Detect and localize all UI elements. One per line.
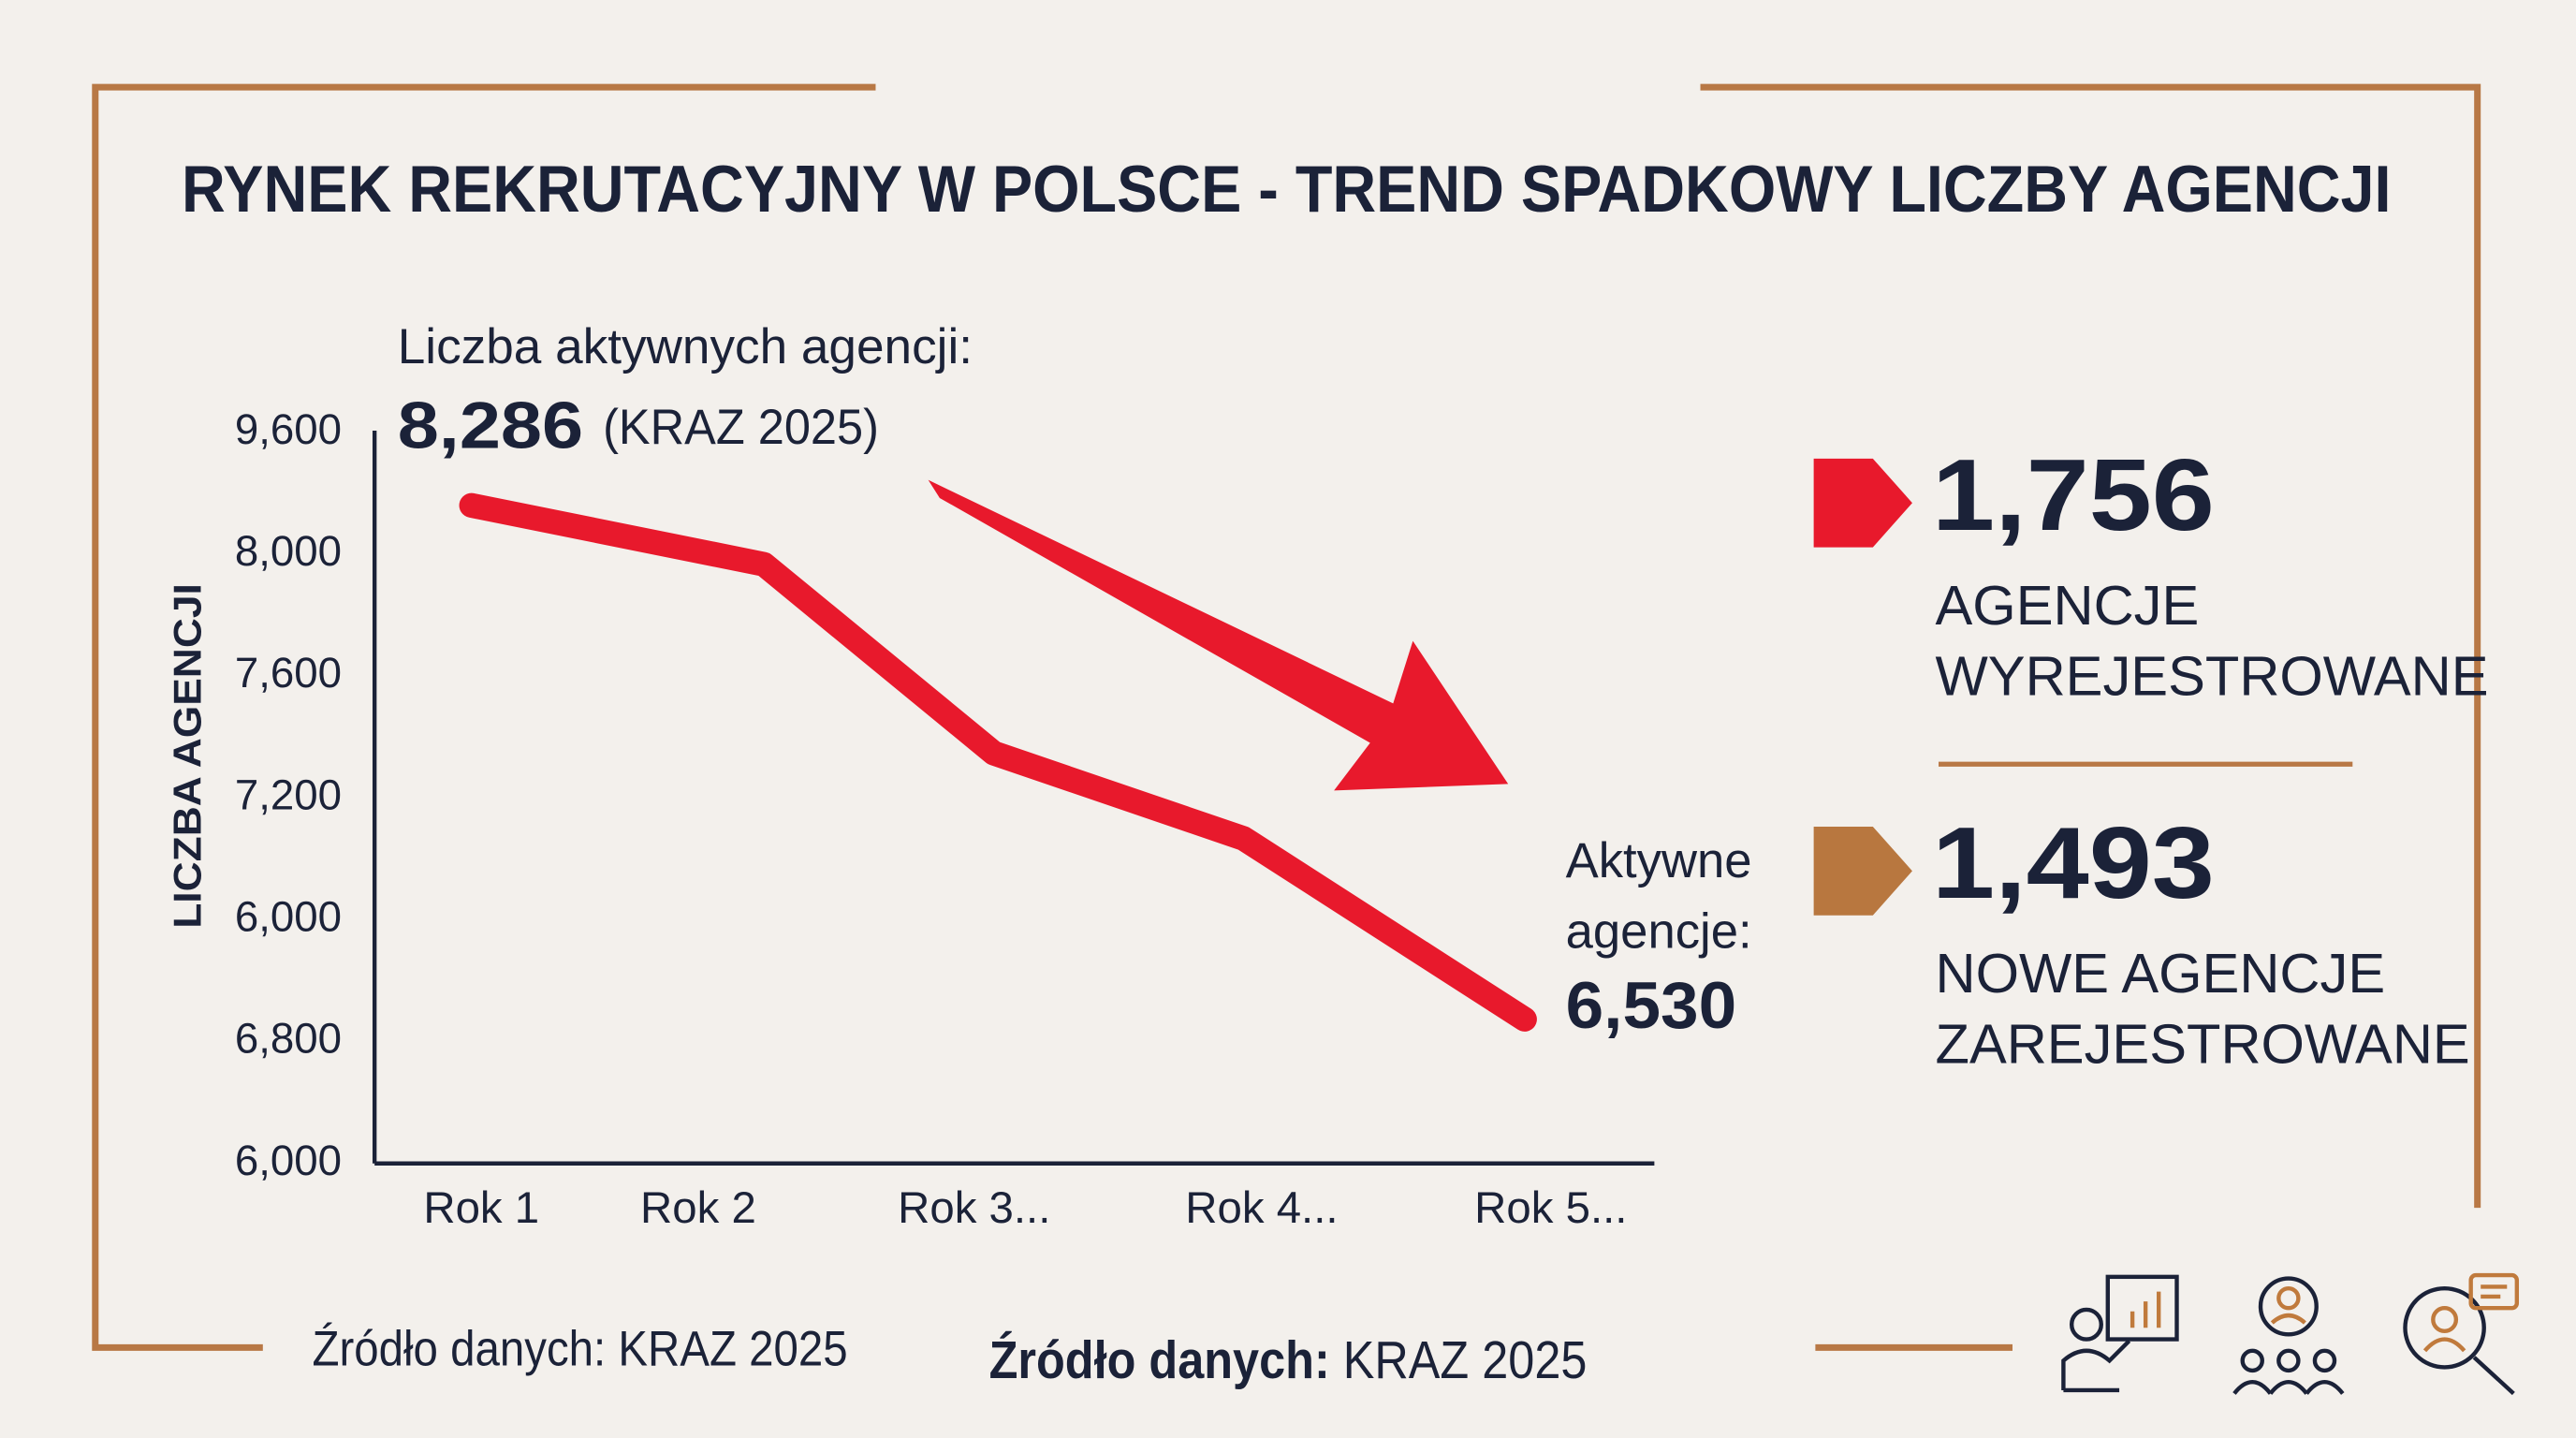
icon-part xyxy=(2232,1380,2345,1395)
x-tick-label: Rok 2 xyxy=(640,1183,756,1233)
icon-part xyxy=(2422,1337,2466,1353)
icon-part xyxy=(2312,1348,2337,1373)
y-axis-label: LICZBA AGENCJI xyxy=(166,583,210,929)
chart-title: RYNEK REKRUTACYJNY W POLSCE - TREND SPAD… xyxy=(182,152,2392,226)
x-tick-label: Rok 4... xyxy=(1185,1183,1338,1233)
start-value: 8,286 xyxy=(398,389,583,462)
stat-label: WYREJESTROWANE xyxy=(1936,645,2489,708)
icon-part xyxy=(2069,1307,2103,1342)
trend-arrow xyxy=(928,479,1509,791)
icon-part xyxy=(2431,1306,2459,1333)
search-icon xyxy=(2403,1272,2520,1396)
source-left: Źródło danych: KRAZ 2025 xyxy=(312,1321,847,1376)
icon-part xyxy=(2130,1291,2161,1328)
icon-part xyxy=(2258,1276,2319,1337)
y-tick-label: 8,000 xyxy=(235,527,342,575)
x-tick-label: Rok 1 xyxy=(423,1183,539,1233)
end-value: 6,530 xyxy=(1566,968,1737,1042)
data-line xyxy=(459,492,1537,1032)
icons xyxy=(2061,1272,2520,1396)
stat-value: 1,756 xyxy=(1932,438,2215,552)
icon-part xyxy=(2061,1339,2131,1393)
start-label: Liczba aktywnych agencji: xyxy=(398,319,973,374)
source-center: Źródło danych: KRAZ 2025 xyxy=(989,1330,1588,1389)
icon-part xyxy=(2276,1348,2301,1373)
icon-part xyxy=(2105,1274,2179,1342)
stat-label: ZAREJESTROWANE xyxy=(1936,1013,2470,1076)
x-tick-label: Rok 3... xyxy=(898,1183,1050,1233)
icon-part xyxy=(2481,1284,2508,1299)
frame-left xyxy=(92,83,876,1351)
source-center-rest: KRAZ 2025 xyxy=(1330,1330,1588,1389)
icon-part xyxy=(2240,1348,2264,1373)
icon-part xyxy=(2468,1272,2520,1311)
team-icon xyxy=(2232,1276,2345,1395)
icon-part xyxy=(2270,1313,2306,1325)
frame xyxy=(92,83,2481,1351)
frame-right xyxy=(1700,83,2481,1209)
y-tick-label: 7,600 xyxy=(235,649,342,697)
end-label: Aktywne xyxy=(1566,833,1752,888)
icon-part xyxy=(2472,1356,2515,1396)
stat-marker xyxy=(1813,826,1912,916)
presentation-icon xyxy=(2061,1274,2179,1393)
source-center-bold: Źródło danych: xyxy=(989,1330,1330,1389)
stat-marker xyxy=(1813,458,1912,548)
stat-value: 1,493 xyxy=(1932,806,2215,920)
stat-label: AGENCJE xyxy=(1936,574,2200,637)
start-source: (KRAZ 2025) xyxy=(603,400,879,455)
stat-label: NOWE AGENCJE xyxy=(1936,942,2386,1005)
y-tick-label: 6,800 xyxy=(235,1015,342,1063)
y-tick-label: 9,600 xyxy=(235,405,342,453)
icon-part xyxy=(2276,1285,2301,1311)
icon-part xyxy=(2403,1285,2486,1370)
x-tick-label: Rok 5... xyxy=(1474,1183,1627,1233)
end-label: agencje: xyxy=(1566,904,1752,960)
y-tick-label: 6,000 xyxy=(235,1137,342,1184)
y-tick-label: 7,200 xyxy=(235,770,342,818)
y-tick-label: 6,000 xyxy=(235,892,342,940)
